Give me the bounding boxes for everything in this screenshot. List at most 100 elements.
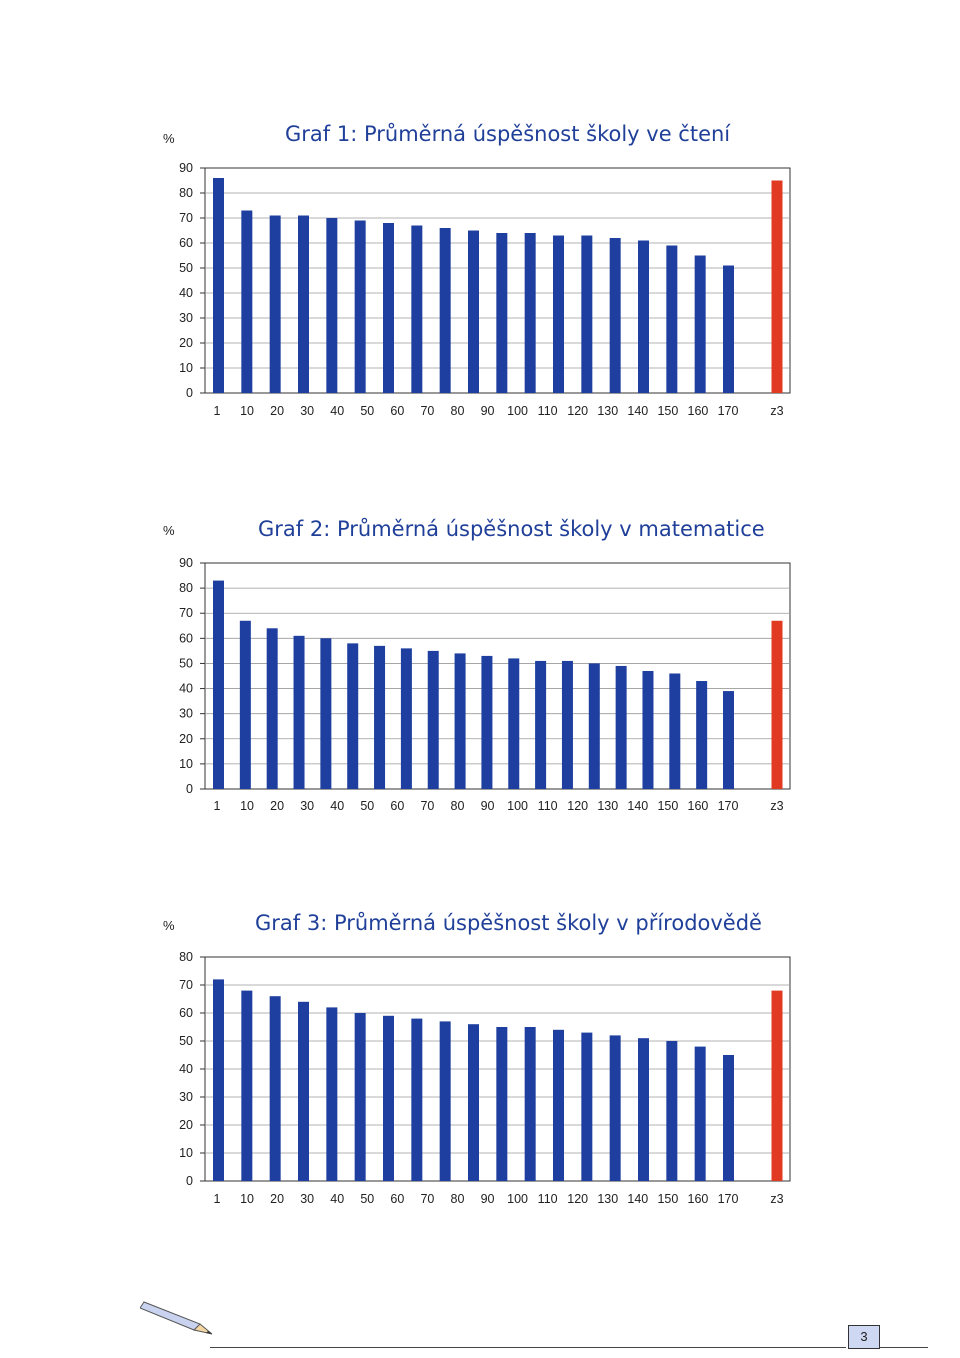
bar <box>347 643 359 789</box>
x-tick-label: 100 <box>507 404 528 418</box>
bar <box>298 215 309 393</box>
chart-1: 0 10 20 30 40 50 60 70 80 90 1 10 20 30 40 50 60 70 80 90 10… <box>0 0 960 460</box>
x-tick-label: 150 <box>657 799 678 813</box>
page-number: 3 <box>848 1325 880 1349</box>
y-tick-label: 80 <box>179 186 193 200</box>
bar <box>638 240 649 393</box>
x-tick-label: 70 <box>420 404 434 418</box>
x-tick-label: 130 <box>597 799 618 813</box>
x-tick-label: 10 <box>240 799 254 813</box>
bar <box>326 218 338 393</box>
bar <box>615 665 627 789</box>
y-tick-label: 60 <box>179 236 193 250</box>
y-tick-label: 0 <box>186 1174 193 1188</box>
x-tick-label: 40 <box>330 404 344 418</box>
bar <box>293 635 305 789</box>
x-tick-label: 20 <box>270 1192 284 1206</box>
bar <box>561 660 573 789</box>
bar <box>481 655 493 789</box>
y-tick-label: 50 <box>179 1034 193 1048</box>
x-tick-label: 130 <box>597 1192 618 1206</box>
bar <box>496 233 508 393</box>
bar <box>496 1027 508 1181</box>
x-tick-label: 20 <box>270 404 284 418</box>
bar <box>588 663 600 789</box>
bar <box>609 238 621 393</box>
bar <box>354 1013 366 1181</box>
bar <box>669 673 681 789</box>
bar <box>374 645 386 789</box>
x-tick-label: 50 <box>360 799 374 813</box>
bar <box>411 225 423 393</box>
x-tick-label: 110 <box>538 404 558 418</box>
bar <box>213 979 224 1181</box>
y-tick-label: 0 <box>186 386 193 400</box>
bar <box>427 650 439 789</box>
x-tick-label: 160 <box>688 1192 709 1206</box>
x-tick-label: 30 <box>300 1192 314 1206</box>
x-tick-label: z3 <box>770 1192 783 1206</box>
x-tick-label: 1 <box>214 1192 221 1206</box>
y-tick-label: 30 <box>179 707 193 721</box>
bar <box>696 681 708 789</box>
footer-line-left <box>210 1347 846 1348</box>
x-tick-label: 140 <box>627 404 648 418</box>
bar <box>524 233 536 393</box>
footer-line-right <box>880 1347 928 1348</box>
y-tick-label: 90 <box>179 556 193 570</box>
x-tick-label: 100 <box>507 799 528 813</box>
chart-2-title: Graf 2: Průměrná úspěšnost školy v matem… <box>258 517 765 541</box>
x-tick-label: 120 <box>567 1192 588 1206</box>
y-tick-label: 70 <box>179 978 193 992</box>
bar <box>266 628 278 789</box>
x-tick-label: 140 <box>627 1192 648 1206</box>
y-tick-label: 10 <box>179 1146 193 1160</box>
x-tick-label: 50 <box>360 1192 374 1206</box>
y-tick-label: 20 <box>179 1118 193 1132</box>
bar <box>320 638 332 789</box>
x-tick-label: z3 <box>770 799 783 813</box>
bar <box>213 178 224 393</box>
bar <box>723 691 734 789</box>
y-tick-label: 30 <box>179 311 193 325</box>
bar <box>508 658 520 789</box>
y-tick-label: 50 <box>179 656 193 670</box>
bar <box>666 245 678 393</box>
bar <box>241 210 253 393</box>
x-tick-label: 10 <box>240 404 254 418</box>
x-tick-label: 80 <box>451 404 465 418</box>
chart-1-title: Graf 1: Průměrná úspěšnost školy ve čten… <box>285 122 731 146</box>
chart-2-unit-label: % <box>163 523 175 538</box>
x-tick-label: 20 <box>270 799 284 813</box>
x-tick-label: 150 <box>657 1192 678 1206</box>
bar <box>524 1027 536 1181</box>
bar <box>269 215 281 393</box>
y-tick-label: 60 <box>179 631 193 645</box>
y-tick-label: 20 <box>179 732 193 746</box>
y-tick-label: 80 <box>179 581 193 595</box>
bar <box>241 990 253 1181</box>
bar <box>535 660 547 789</box>
bar <box>454 653 466 789</box>
x-tick-label: 1 <box>214 799 221 813</box>
x-tick-label: 110 <box>538 799 558 813</box>
bar <box>468 230 479 393</box>
x-tick-label: 70 <box>420 799 434 813</box>
y-tick-label: 20 <box>179 336 193 350</box>
bar-highlight <box>771 620 783 789</box>
x-tick-label: 60 <box>390 799 404 813</box>
bar <box>383 1015 394 1181</box>
y-tick-label: 30 <box>179 1090 193 1104</box>
x-tick-label: 80 <box>451 1192 465 1206</box>
x-tick-label: 140 <box>627 799 648 813</box>
chart-1-unit-label: % <box>163 131 175 146</box>
x-tick-label: 90 <box>481 1192 495 1206</box>
chart-3: 0 10 20 30 40 50 60 70 80 1 10 20 30 40 50 60 70 80 90 100 1… <box>163 911 791 1206</box>
x-tick-label: 170 <box>718 1192 739 1206</box>
x-tick-label: 160 <box>688 799 709 813</box>
x-tick-label: 170 <box>718 404 739 418</box>
x-tick-label: 60 <box>390 1192 404 1206</box>
x-tick-label: 40 <box>330 1192 344 1206</box>
bar <box>239 620 251 789</box>
